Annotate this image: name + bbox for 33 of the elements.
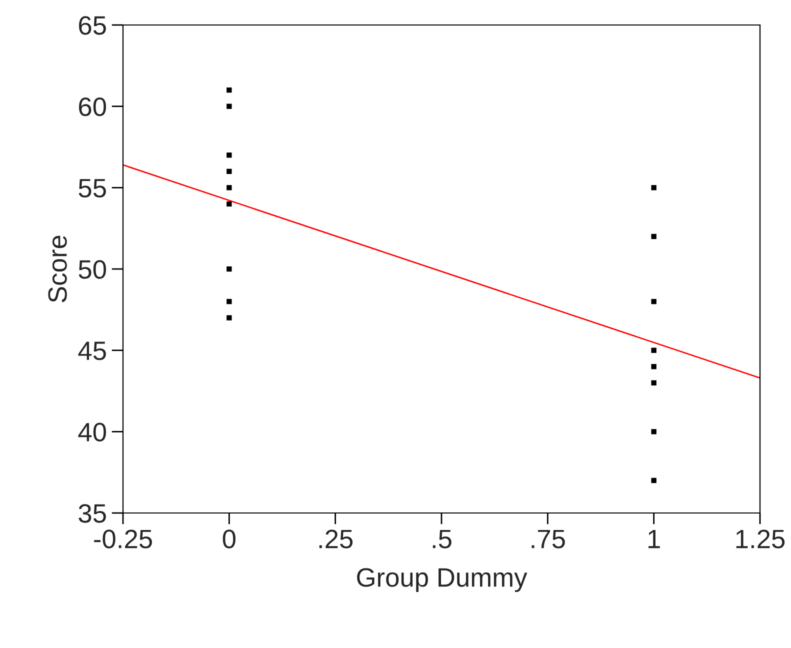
x-axis-title: Group Dummy (357, 568, 528, 592)
x-tick-label: .25 (319, 530, 353, 548)
x-tick-label: .5 (432, 530, 452, 548)
y-tick-label: 55 (78, 179, 106, 198)
point (651, 234, 656, 240)
point (226, 266, 232, 272)
y-tick-label: 65 (79, 16, 106, 35)
x-tick-label: 0 (222, 530, 236, 548)
point (226, 315, 232, 320)
point (651, 348, 656, 353)
point (226, 298, 232, 304)
y-tick-label: 45 (78, 342, 106, 360)
point (651, 380, 656, 386)
point (651, 429, 656, 434)
y-tick-label: 40 (78, 422, 106, 442)
x-tick-label: 1.25 (736, 530, 785, 548)
point (651, 185, 656, 190)
point (651, 364, 656, 370)
x-tick-label: -0.25 (94, 530, 152, 548)
y-tick-label: 60 (79, 97, 106, 116)
y-axis-title: Score (48, 236, 67, 302)
point (226, 168, 232, 174)
point (226, 152, 232, 158)
x-tick-label: .75 (532, 530, 565, 548)
y-tick-label: 50 (78, 260, 106, 279)
point (651, 298, 656, 304)
point (226, 201, 232, 207)
point (226, 185, 232, 190)
point (226, 87, 232, 93)
point (651, 478, 656, 484)
point (226, 104, 232, 109)
x-tick-label: 1 (648, 530, 660, 548)
y-tick-label: 35 (78, 504, 106, 523)
